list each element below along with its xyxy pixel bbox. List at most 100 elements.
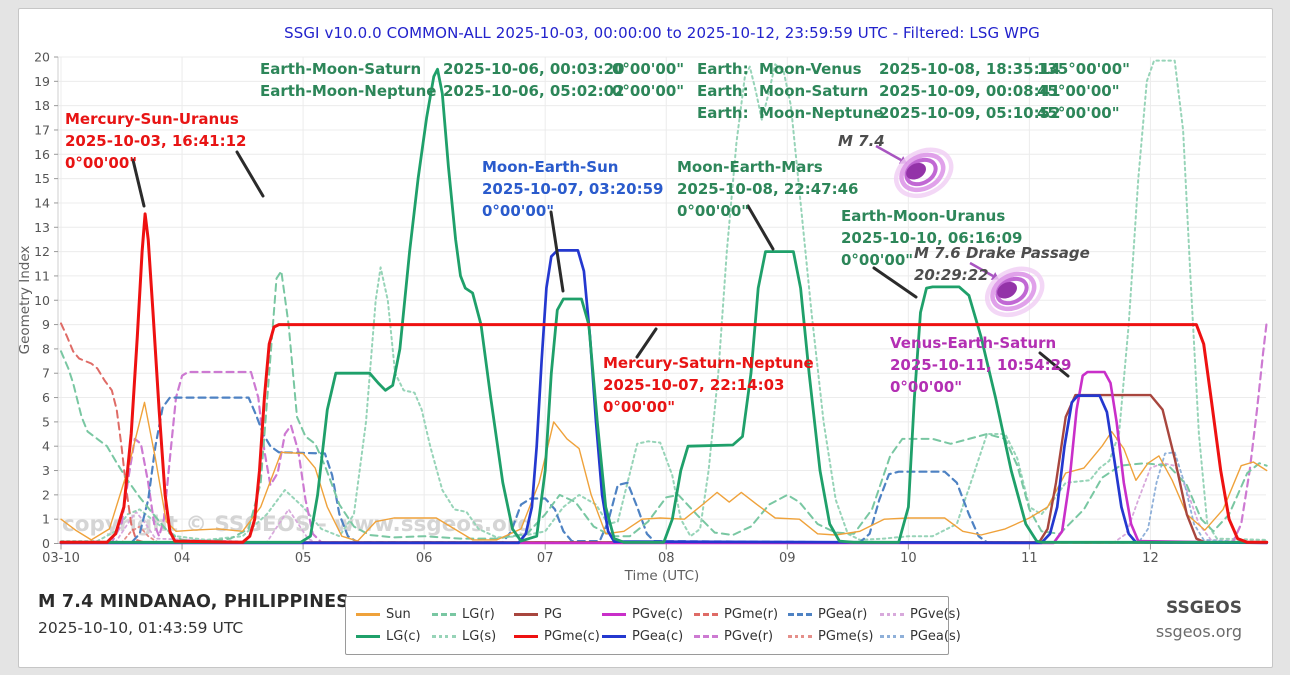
x-tick-label: 10 [900,551,917,566]
pointer-line-moon-earth-mars [746,204,775,251]
annotation-cell: 0°00'00" [612,82,685,100]
annotation-venus-earth-saturn: Venus-Earth-Saturn 2025-10-11, 10:54:29 0°… [890,332,1072,398]
series-pgmec [59,212,1269,544]
x-tick-label: 11 [1021,551,1038,566]
legend-label: PGve(c) [632,606,683,622]
legend-label: PGme(c) [544,629,600,645]
annotation-cell: 2025-10-08, 18:35:14 [879,60,1061,78]
legend-label: PGve(s) [910,606,960,622]
legend-swatch [788,635,812,639]
y-tick-label: 0 [42,536,50,551]
quake-label-line: M 7.6 Drake Passage [914,244,1090,262]
quake-label-line: 20:29:22 [914,266,989,284]
annotation-cell: Earth: [697,82,749,100]
legend-swatch [356,635,380,639]
legend-swatch [602,635,626,639]
y-tick-label: 9 [42,317,50,332]
y-tick-label: 10 [34,293,50,308]
legend-item-lgs: LG(s) [432,629,514,644]
pointer-line-earth-moon-uranus [872,266,918,299]
legend-swatch [694,635,718,639]
legend-label: PGea(c) [632,629,684,645]
y-tick-label: 15 [34,171,50,186]
y-tick-label: 11 [34,268,50,283]
spiral-core [906,162,926,180]
annotation-mercury-sun-uranus: Mercury-Sun-Uranus 2025-10-03, 16:41:12 0°… [65,108,247,174]
annotation-earth-moon-uranus: Earth-Moon-Uranus 2025-10-10, 06:16:09 0°0… [841,205,1023,271]
legend-label: PGve(r) [724,629,774,645]
annotation-mercury-saturn-neptune: Mercury-Saturn-Neptune 2025-10-07, 22:14:… [603,352,814,418]
event-time: 2025-10-10, 01:43:59 UTC [38,619,244,637]
annotation-earth-moon-conjunctions: Earth-Moon-Saturn 2025-10-06, 00:03:20 0°0… [260,58,720,102]
legend-item-lgc: LG(c) [356,629,432,644]
annotation-line: 0°00'00" [65,154,138,172]
annotation-line: 2025-10-10, 06:16:09 [841,229,1023,247]
x-tick-label: 08 [658,551,675,566]
x-tick-label: 06 [416,551,433,566]
event-info: M 7.4 MINDANAO, PHILIPPINES 2025-10-10, … [38,592,349,637]
series-pgves [60,462,1268,544]
y-tick-label: 18 [34,98,50,113]
y-tick-label: 13 [34,220,50,235]
pointer-line-venus-earth-saturn [1038,351,1070,378]
legend-label: PGea(s) [910,629,960,645]
legend-swatch [602,612,626,616]
quake-arrow-quake-m76 [969,261,994,278]
y-tick-label: 1 [42,512,50,527]
y-tick-label: 17 [34,122,50,137]
series-pgeac [59,249,1269,545]
spiral-core [997,281,1017,299]
legend-swatch [356,612,380,616]
legend-item-sun: Sun [356,607,432,622]
annotation-line: Venus-Earth-Saturn [890,334,1057,352]
legend-label: Sun [386,606,411,622]
legend-item-pgves: PGve(s) [880,607,960,622]
legend-label: LG(r) [462,606,495,622]
annotation-cell: 45°00'00" [1037,82,1120,100]
annotation-line: 2025-10-07, 22:14:03 [603,376,785,394]
annotation-earth-moon-angles: Earth: Moon-Venus 2025-10-08, 18:35:14 135°… [697,58,1157,124]
legend: Sun LG(r) PG PGve(c) PGme(r) PGea(r) PGve(s) LG… [345,596,960,655]
annotation-cell: Moon-Saturn [759,82,869,100]
legend-label: PGme(s) [818,629,874,645]
legend-item-pgvec: PGve(c) [602,607,694,622]
legend-item-lgr: LG(r) [432,607,514,622]
legend-item-pgmec: PGme(c) [514,629,602,644]
annotation-line: Mercury-Saturn-Neptune [603,354,814,372]
earthquake-spiral-icon [985,266,1045,318]
annotation-cell: 2025-10-06, 05:02:02 [443,82,625,100]
quake-arrow-quake-m74 [875,144,902,162]
legend-swatch [432,635,456,639]
spiral-ring [995,276,1029,306]
y-axis-label: Geometry Index [17,245,33,355]
legend-swatch [880,635,904,639]
annotation-line: Mercury-Sun-Uranus [65,110,239,128]
y-tick-label: 14 [34,195,50,210]
y-tick-label: 7 [42,366,50,381]
annotation-line: 0°00'00" [603,398,676,416]
event-title: M 7.4 MINDANAO, PHILIPPINES [38,592,350,612]
annotation-cell: Moon-Venus [759,60,862,78]
quake-m76-label: M 7.6 Drake Passage 20:29:22 [914,242,1090,286]
series-pgmer [60,322,1268,544]
legend-label: PGea(r) [818,606,868,622]
legend-label: LG(c) [386,629,421,645]
pointer-line-moon-earth-sun [549,210,565,293]
y-tick-label: 3 [42,463,50,478]
annotation-cell: 0°00'00" [612,60,685,78]
y-tick-label: 8 [42,341,50,356]
legend-swatch [514,612,538,616]
annotation-cell: 135°00'00" [1037,60,1130,78]
annotation-cell: 2025-10-09, 00:08:41 [879,82,1061,100]
x-tick-label: 05 [295,551,312,566]
pointer-line-mercury-sun-uranus [131,158,146,208]
earthquake-spiral-icon [894,147,954,199]
y-tick-label: 12 [34,244,50,259]
annotation-line: 2025-10-07, 03:20:59 [482,180,664,198]
annotation-line: 0°00'00" [890,378,963,396]
brand-block: SSGEOS ssgeos.org [1156,598,1242,641]
annotation-line: Earth-Moon-Uranus [841,207,1006,225]
annotation-cell: Earth-Moon-Neptune [260,82,437,100]
